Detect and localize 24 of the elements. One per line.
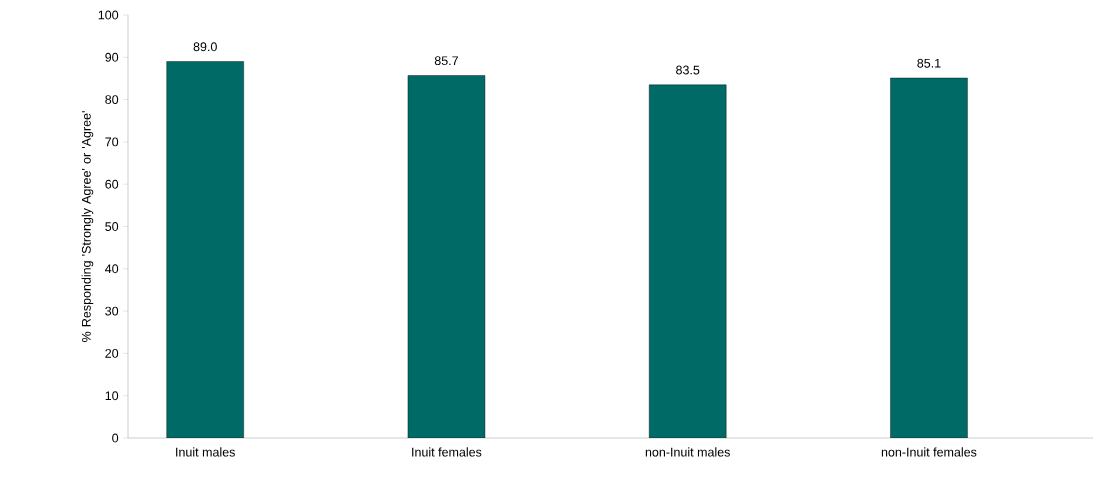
- bar: [407, 75, 486, 438]
- data-label: 85.1: [917, 58, 941, 68]
- y-tick-label: 50: [105, 222, 119, 231]
- x-tick-label: Inuit males: [176, 447, 235, 457]
- bar: [890, 77, 968, 438]
- x-tick-label: non-Inuit females: [881, 447, 977, 457]
- y-tick-label: 60: [105, 179, 119, 189]
- data-label: 85.7: [434, 56, 458, 66]
- y-tick-label: 70: [105, 137, 119, 147]
- x-tick-label: non-Inuit males: [645, 447, 730, 457]
- data-label: 89.0: [193, 42, 217, 52]
- y-tick-label: 0: [112, 433, 119, 443]
- y-tick-label: 90: [105, 52, 119, 62]
- data-label: 83.5: [676, 65, 700, 75]
- bar: [649, 84, 727, 438]
- y-tick-label: 80: [105, 95, 119, 105]
- bar: [166, 61, 244, 438]
- y-tick-label: 100: [98, 10, 119, 20]
- y-tick-label: 30: [105, 306, 119, 316]
- y-tick-label: 20: [105, 348, 119, 358]
- y-tick-label: 10: [105, 391, 119, 401]
- y-axis-title: % Responding 'Strongly Agree' or 'Agree': [81, 111, 94, 342]
- y-tick-label: 40: [105, 264, 119, 274]
- x-tick-label: Inuit females: [412, 447, 482, 457]
